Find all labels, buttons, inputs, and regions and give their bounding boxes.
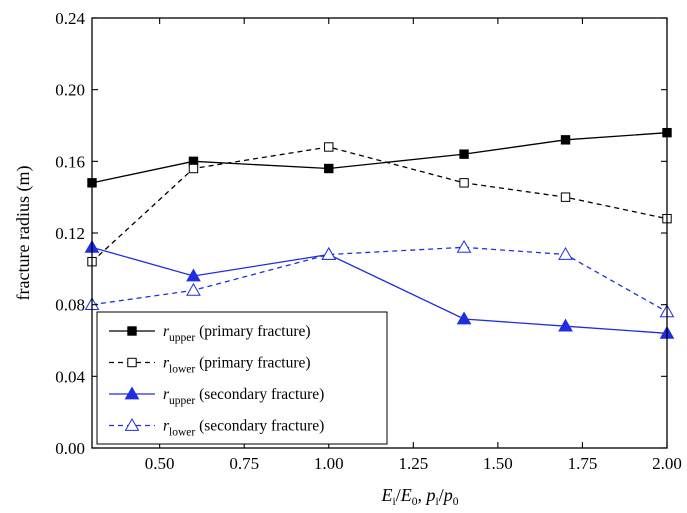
series-2 [87, 142, 672, 267]
x-tick-label: 1.25 [398, 454, 428, 473]
data-point [324, 142, 334, 152]
y-axis-label: fracture radius (m) [13, 166, 34, 301]
data-point [186, 282, 201, 296]
data-point [558, 246, 573, 260]
y-tick-label: 0.20 [55, 81, 85, 100]
legend-label: rupper (primary fracture) [163, 323, 311, 344]
x-tick-label: 0.75 [229, 454, 259, 473]
series-line [91, 146, 668, 263]
legend-marker [127, 357, 137, 368]
series-line [91, 246, 668, 313]
legend-box [96, 311, 388, 445]
data-point [560, 192, 571, 202]
legend-label: rupper (secondary fracture) [163, 386, 324, 407]
ticks: 0.50 0.75 1.00 1.25 1.50 1.75 2.00 0.00 0.04 0.08… [55, 9, 682, 473]
legend-entry: rupper (secondary fracture) [109, 386, 324, 407]
x-tick-label: 2.00 [652, 454, 682, 473]
legend-label: rlower (primary fracture) [163, 355, 311, 376]
data-point [558, 318, 573, 332]
x-tick-label: 1.75 [568, 454, 598, 473]
y-tick-label: 0.12 [55, 224, 85, 243]
legend-entry: rlower (primary fracture) [109, 355, 311, 376]
legend-marker [124, 386, 140, 400]
plot-area [84, 127, 675, 339]
x-tick-label: 0.50 [145, 454, 175, 473]
data-point [186, 268, 201, 282]
legend: rupper (primary fracture) rlower (primary… [96, 311, 388, 445]
x-tick-label: 1.50 [483, 454, 513, 473]
x-tick-label: 1.00 [314, 454, 344, 473]
data-point [459, 149, 469, 159]
legend-entry: rlower (secondary fracture) [109, 418, 324, 439]
legend-label: rlower (secondary fracture) [163, 418, 324, 439]
data-point [456, 239, 472, 253]
y-tick-label: 0.16 [55, 152, 85, 171]
legend-marker [127, 326, 137, 336]
data-point [560, 135, 571, 145]
data-point [456, 311, 472, 325]
y-tick-label: 0.08 [55, 296, 85, 315]
series-line [91, 132, 668, 184]
data-point [324, 163, 334, 174]
y-tick-label: 0.00 [55, 439, 85, 458]
x-axis-label: Ei/E0, pi/p0 [381, 485, 459, 508]
data-point [321, 246, 337, 260]
series-1 [87, 127, 672, 188]
legend-entry: rupper (primary fracture) [109, 323, 311, 344]
data-point [459, 178, 469, 188]
series-line [91, 246, 668, 334]
legend-marker [124, 417, 140, 431]
y-tick-label: 0.04 [55, 367, 85, 386]
y-tick-label: 0.24 [55, 9, 85, 28]
data-point [188, 163, 199, 174]
